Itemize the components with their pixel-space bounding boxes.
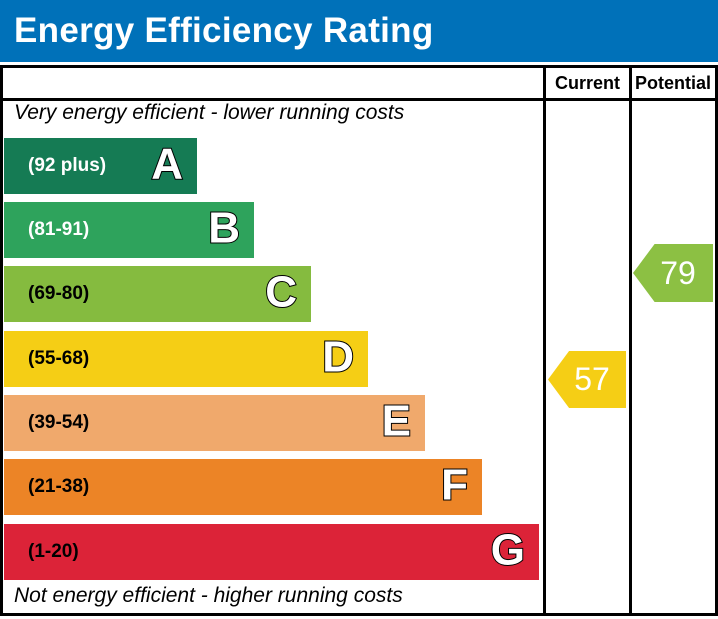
band-letter: G: [490, 525, 526, 576]
caption-not-efficient: Not energy efficient - higher running co…: [14, 584, 403, 607]
potential-rating-value: 79: [660, 254, 696, 291]
header-divider: [0, 98, 718, 101]
band-range-label: (55-68): [28, 348, 90, 369]
current-rating-value: 57: [574, 361, 610, 397]
band-range-label: (21-38): [28, 476, 90, 497]
band-f: (21-38) F: [4, 459, 482, 515]
band-a: (92 plus) A: [4, 138, 197, 194]
current-column-header: Current: [554, 73, 620, 93]
band-letter: C: [264, 267, 298, 318]
band-letter: F: [440, 460, 469, 511]
potential-column-header: Potential: [634, 73, 711, 93]
band-c: (69-80) C: [4, 266, 311, 322]
band-letter: A: [150, 139, 184, 190]
table-border: [0, 65, 718, 616]
band-g: (1-20) G: [4, 524, 539, 580]
band-d: (55-68) D: [4, 331, 368, 387]
band-b: (81-91) B: [4, 202, 254, 258]
band-range-label: (39-54): [28, 412, 90, 433]
band-letter: D: [321, 332, 355, 383]
caption-efficient: Very energy efficient - lower running co…: [14, 101, 405, 124]
current-column-divider: [543, 65, 546, 616]
potential-column-divider: [629, 65, 632, 616]
page-title: Energy Efficiency Rating: [14, 11, 434, 50]
potential-rating-arrow: 79: [633, 244, 713, 302]
band-range-label: (92 plus): [28, 155, 107, 176]
band-range-label: (81-91): [28, 219, 90, 240]
band-letter: E: [381, 396, 412, 447]
band-range-label: (1-20): [28, 541, 79, 562]
band-e: (39-54) E: [4, 395, 425, 451]
band-range-label: (69-80): [28, 283, 90, 304]
band-letter: B: [207, 203, 241, 254]
title-bar: Energy Efficiency Rating: [0, 0, 718, 62]
